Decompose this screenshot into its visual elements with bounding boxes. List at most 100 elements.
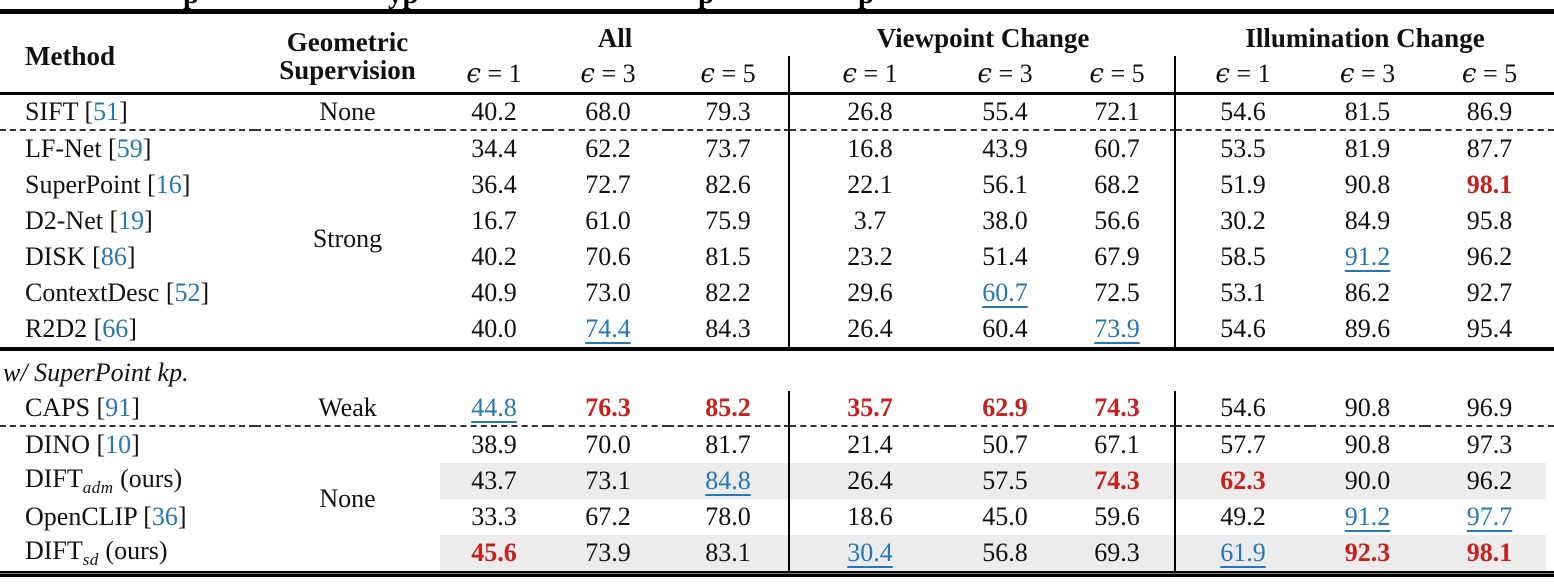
table-row: OpenCLIP [36] 33.3 67.2 78.0 18.6 45.0 59.6 49.… xyxy=(0,499,1554,535)
group-header-all: All xyxy=(597,22,633,53)
method-cell: DIFTsd (ours) xyxy=(0,535,255,571)
caption-fragment: p xyxy=(183,0,199,9)
value-cell: 61.0 xyxy=(585,206,631,236)
table-row: D2-Net [19] 16.7 61.0 75.9 3.7 38.0 56.6 30.2 84… xyxy=(0,203,1554,239)
value-cell: 29.6 xyxy=(847,278,893,308)
value-cell: 83.1 xyxy=(668,535,791,571)
epsilon-symbol: ϵ xyxy=(1339,58,1355,89)
value-cell: 59.6 xyxy=(1060,499,1177,535)
value-cell: 89.6 xyxy=(1344,314,1391,344)
value-cell: 40.9 xyxy=(471,278,517,308)
citation-link[interactable]: 59 xyxy=(116,134,143,164)
value-cell: 62.2 xyxy=(585,134,631,164)
table-row: DIFTadm (ours) 43.7 73.1 84.8 26.4 57.5 74.3 62… xyxy=(0,463,1554,499)
citation-link[interactable]: 86 xyxy=(100,242,127,272)
group-header-viewpoint-change: Viewpoint Change xyxy=(876,22,1090,53)
value-cell: 72.7 xyxy=(585,170,631,200)
table-row: SIFT [51] None 40.2 68.0 79.3 26.8 55.4 72.1 54.… xyxy=(0,95,1554,131)
value-cell: 90.8 xyxy=(1310,391,1426,427)
value-cell: 97.7 xyxy=(1466,502,1513,532)
value-cell: 49.2 xyxy=(1220,502,1266,532)
citation-link[interactable]: 51 xyxy=(93,97,120,127)
value-cell: 73.1 xyxy=(548,463,668,499)
value-cell: 81.7 xyxy=(668,427,791,463)
method-cell: DINO [10] xyxy=(25,430,140,460)
value-cell: 70.0 xyxy=(585,430,631,460)
table-row: ContextDesc [52] 40.9 73.0 82.2 29.6 60.7 72.5… xyxy=(0,275,1554,311)
section-label-row: w/ SuperPoint kp. xyxy=(0,347,1554,391)
method-cell: DISK [86] xyxy=(25,242,136,272)
citation-link[interactable]: 52 xyxy=(174,278,201,308)
value-cell: 81.5 xyxy=(668,239,791,275)
citation-link[interactable]: 91 xyxy=(105,393,132,423)
epsilon-symbol: ϵ xyxy=(1461,58,1477,89)
value-cell: 87.7 xyxy=(1466,134,1513,164)
value-cell: 16.8 xyxy=(847,134,893,164)
value-cell: 56.1 xyxy=(982,170,1028,200)
value-cell: 96.2 xyxy=(1425,463,1554,499)
method-cell: OpenCLIP [36] xyxy=(25,502,187,532)
value-cell: 73.7 xyxy=(668,131,791,167)
value-cell: 76.3 xyxy=(548,391,668,427)
method-name: LF-Net xyxy=(25,134,102,164)
method-name: OpenCLIP xyxy=(25,502,137,532)
value-cell: 36.4 xyxy=(471,170,517,200)
value-cell: 61.9 xyxy=(1176,535,1311,571)
value-cell: 70.6 xyxy=(585,242,631,272)
value-cell: 67.9 xyxy=(1060,239,1177,275)
table-row: DIFTsd (ours) 45.6 73.9 83.1 30.4 56.8 69.3 61.… xyxy=(0,535,1554,571)
value-cell: 68.0 xyxy=(548,95,668,131)
method-subscript: adm xyxy=(82,478,114,498)
value-cell: 75.9 xyxy=(668,203,791,239)
value-cell: 86.9 xyxy=(1425,95,1554,131)
epsilon-symbol: ϵ xyxy=(466,58,481,89)
value-cell: 38.0 xyxy=(982,206,1028,236)
value-cell: 92.7 xyxy=(1466,278,1513,308)
value-cell: 95.8 xyxy=(1466,206,1513,236)
value-cell: 22.1 xyxy=(847,170,893,200)
value-cell: 82.2 xyxy=(668,275,791,311)
value-cell: 26.4 xyxy=(790,463,951,499)
value-cell: 72.1 xyxy=(1060,95,1177,131)
value-cell: 30.2 xyxy=(1220,206,1266,236)
method-subscript: sd xyxy=(82,550,99,570)
clipped-caption-text: p yp p p xyxy=(0,0,1554,9)
value-cell: 60.7 xyxy=(982,278,1028,308)
eps-header-cell: ϵ = 3 xyxy=(1310,56,1426,95)
supervision-header-line2: Supervision xyxy=(279,55,416,85)
method-cell: CAPS [91] xyxy=(0,391,255,427)
citation-link[interactable]: 19 xyxy=(118,206,145,236)
value-cell: 54.6 xyxy=(1220,314,1266,344)
method-name: SuperPoint xyxy=(25,170,141,200)
value-cell: 45.0 xyxy=(982,502,1028,532)
method-name: DIFTsd xyxy=(25,536,99,570)
citation-link[interactable]: 16 xyxy=(155,170,182,200)
table-row: R2D2 [66] 40.0 74.4 84.3 26.4 60.4 73.9 54.6 89.… xyxy=(0,311,1554,347)
table-row: DINO [10] None 38.9 70.0 81.7 21.4 50.7 67.1 57.… xyxy=(0,427,1554,512)
value-cell: 84.8 xyxy=(668,463,791,499)
citation-link[interactable]: 10 xyxy=(105,430,132,460)
value-cell: 97.3 xyxy=(1466,430,1513,460)
value-cell: 90.0 xyxy=(1310,463,1426,499)
method-cell: D2-Net [19] xyxy=(25,206,153,236)
value-cell: 73.9 xyxy=(548,535,668,571)
value-cell: 81.5 xyxy=(1310,95,1426,131)
value-cell: 79.3 xyxy=(668,95,791,131)
citation-link[interactable]: 36 xyxy=(151,502,178,532)
value-cell: 35.7 xyxy=(790,391,951,427)
table-row: LF-Net [59] Strong 34.4 62.2 73.7 16.8 43.9 60.… xyxy=(0,131,1554,252)
value-cell: 96.9 xyxy=(1425,391,1554,427)
value-cell: 57.7 xyxy=(1220,430,1266,460)
section-label: w/ SuperPoint kp. xyxy=(0,347,1554,391)
value-cell: 69.3 xyxy=(1060,535,1177,571)
value-cell: 53.1 xyxy=(1220,278,1266,308)
supervision-header-line1: Geometric xyxy=(286,26,409,57)
value-cell: 26.8 xyxy=(790,95,951,131)
citation-link[interactable]: 66 xyxy=(102,314,129,344)
eps-header-cell: ϵ = 3 xyxy=(548,56,668,95)
group-header-row: Method Geometric Supervision All Viewpoi… xyxy=(0,14,1554,95)
value-cell: 96.2 xyxy=(1466,242,1513,272)
value-cell: 72.5 xyxy=(1060,275,1177,311)
epsilon-symbol: ϵ xyxy=(1089,58,1104,89)
